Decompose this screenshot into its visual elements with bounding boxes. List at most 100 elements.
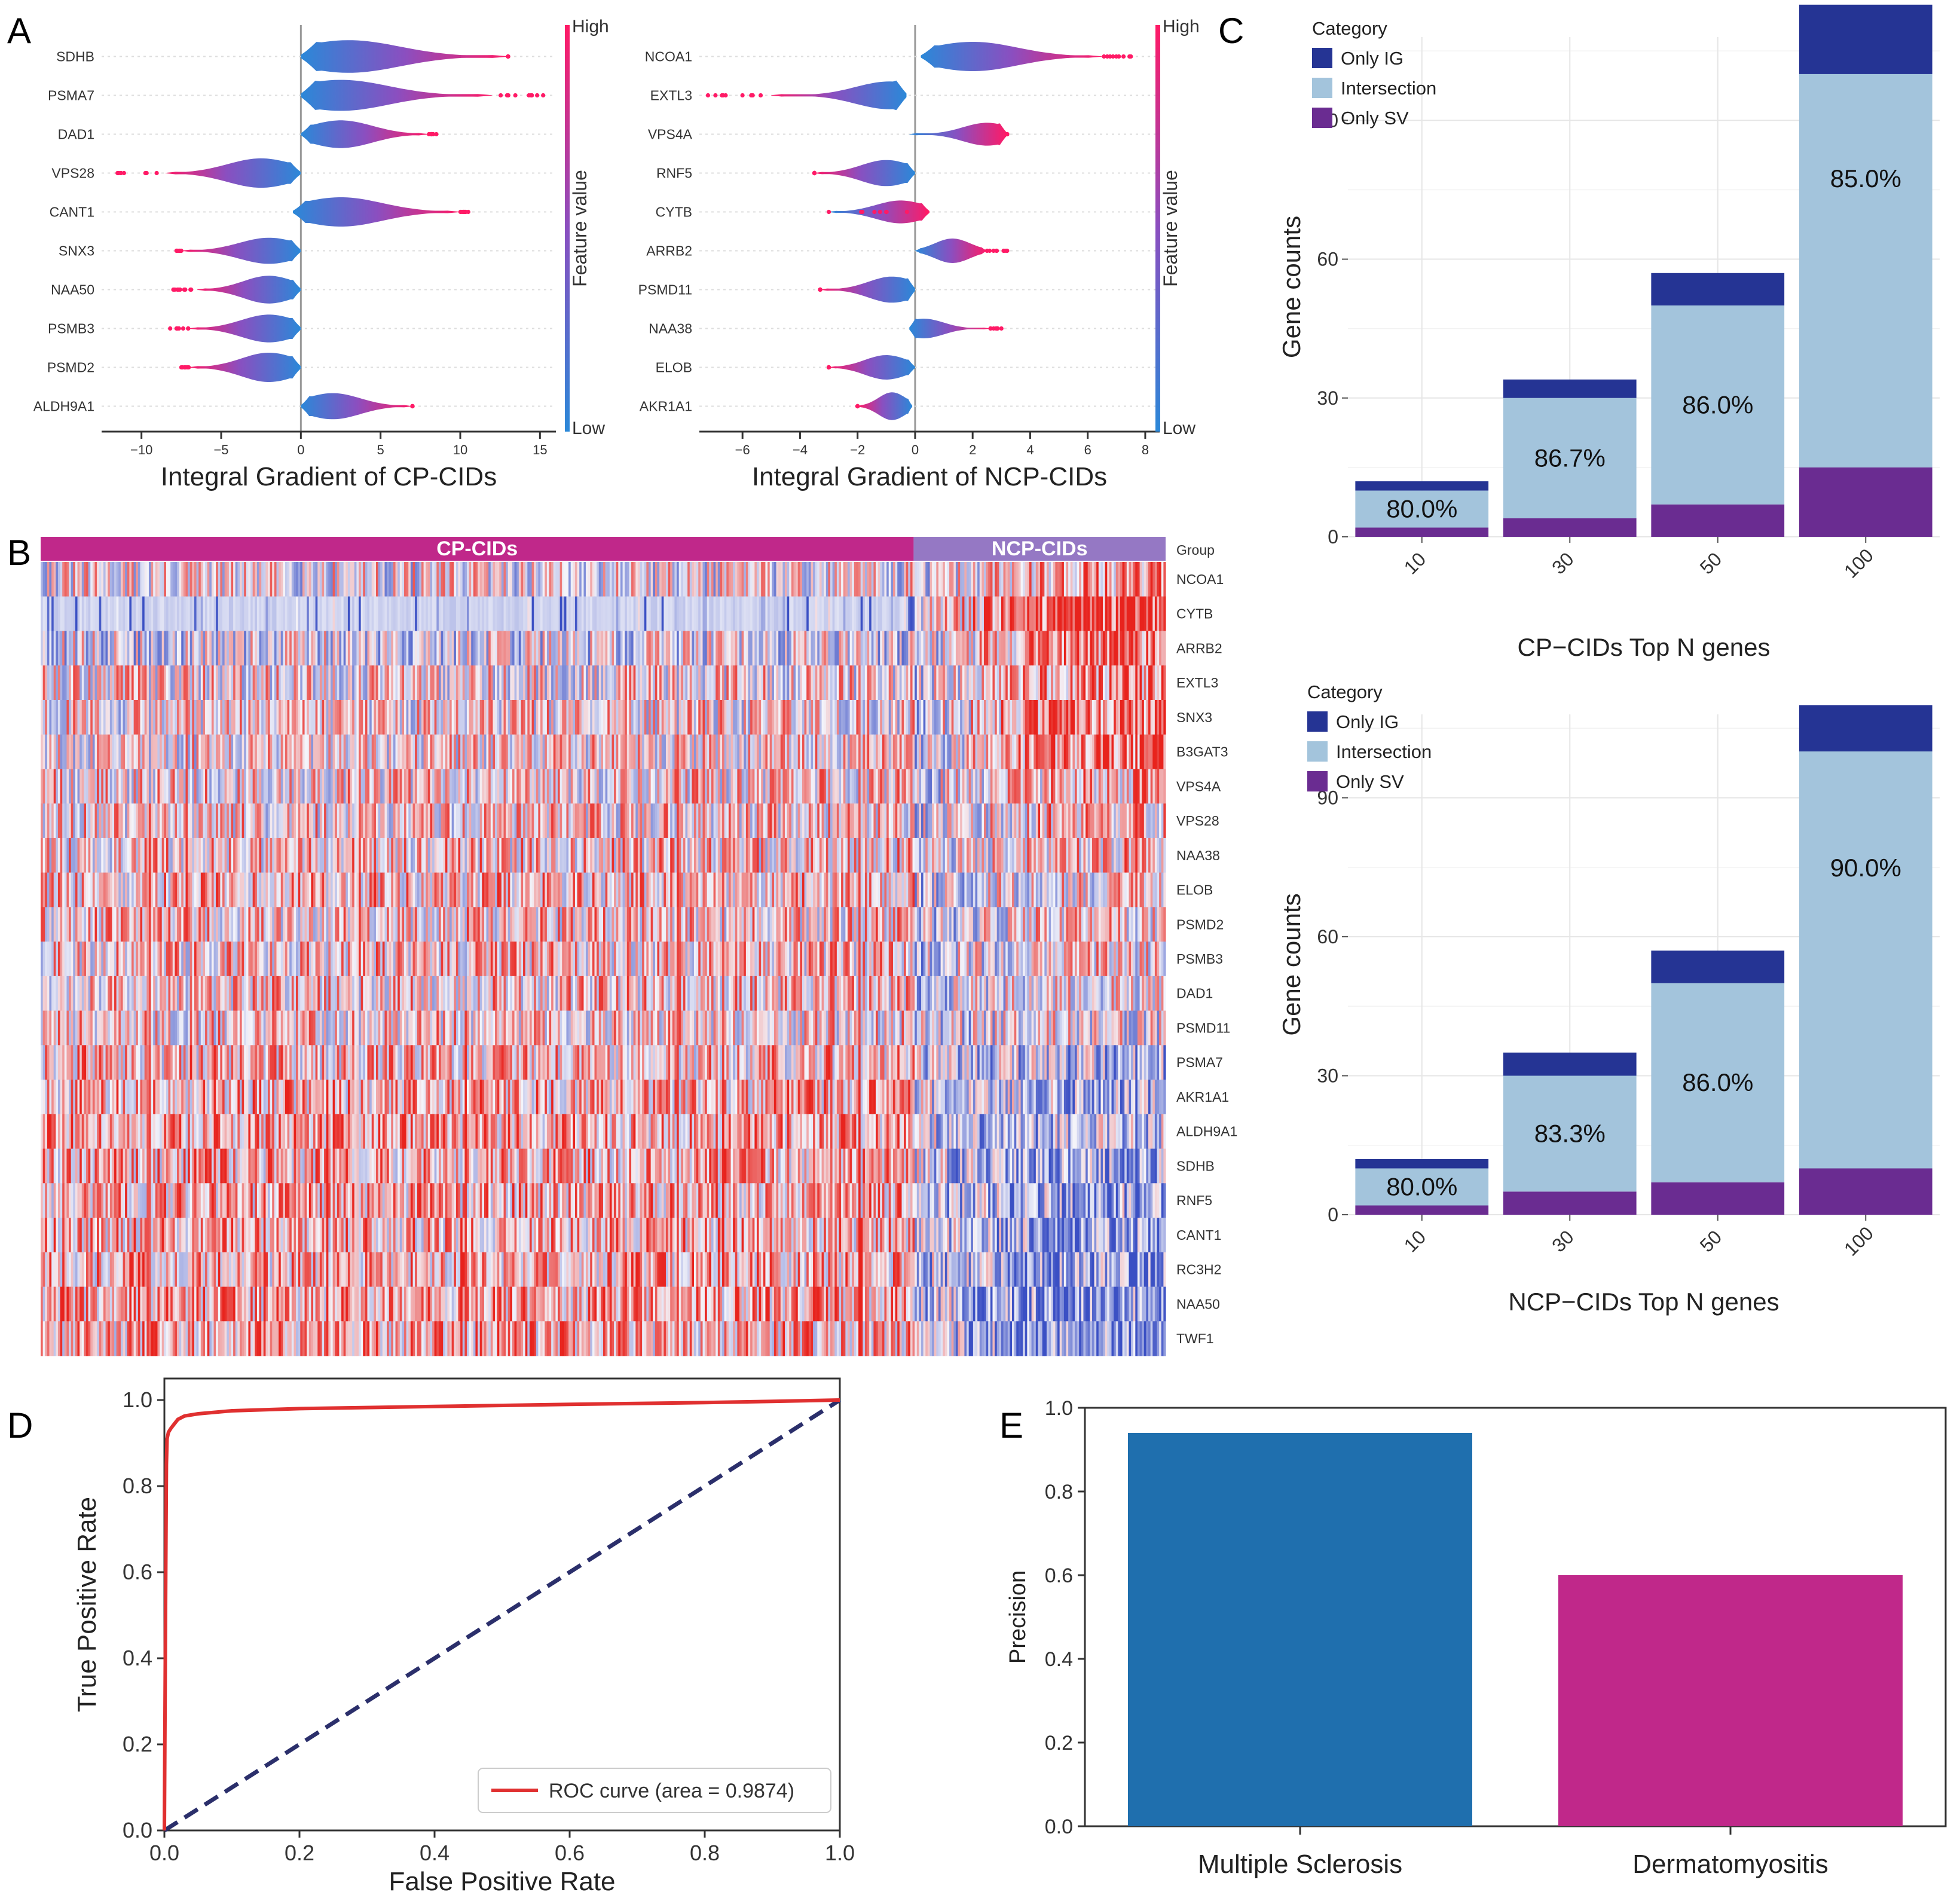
heatmap-cell xyxy=(451,803,454,839)
heatmap-cell xyxy=(995,562,998,597)
heatmap-cell xyxy=(542,734,545,769)
heatmap-cell xyxy=(884,562,887,597)
heatmap-cell xyxy=(332,699,335,735)
heatmap-cell xyxy=(1091,734,1095,769)
heatmap-cell xyxy=(1090,699,1093,735)
heatmap-cell xyxy=(177,769,180,804)
heatmap-cell xyxy=(45,803,48,839)
heatmap-cell xyxy=(551,596,554,631)
outlier-dot xyxy=(506,54,510,59)
heatmap-cell xyxy=(549,803,552,839)
violin-extl3 xyxy=(771,80,907,111)
heatmap-cell xyxy=(546,596,550,631)
heatmap-cell xyxy=(419,562,422,597)
heatmap-cell xyxy=(92,665,96,701)
heatmap-cell xyxy=(443,665,446,701)
heatmap-cell xyxy=(705,665,708,701)
heatmap-cell xyxy=(404,734,407,769)
heatmap-cell xyxy=(224,769,227,804)
heatmap-cell xyxy=(531,596,534,631)
heatmap-cell xyxy=(118,665,121,701)
heatmap-cell xyxy=(821,562,824,597)
heatmap-cell xyxy=(605,699,608,735)
heatmap-cell xyxy=(564,734,567,769)
heatmap-cell xyxy=(426,596,429,631)
heatmap-cell xyxy=(1016,631,1019,666)
heatmap-cell xyxy=(1053,838,1056,873)
heatmap-cell xyxy=(921,699,924,735)
heatmap-cell xyxy=(1048,838,1051,873)
heatmap-cell xyxy=(677,803,680,839)
heatmap-cell xyxy=(279,734,282,769)
heatmap-cell xyxy=(787,562,790,597)
heatmap-cell xyxy=(603,838,606,873)
heatmap-cell xyxy=(393,769,396,804)
heatmap-cell xyxy=(1148,803,1151,839)
heatmap-cell xyxy=(503,631,506,666)
outlier-dot xyxy=(750,93,755,98)
heatmap-cell xyxy=(707,699,710,735)
heatmap-cell xyxy=(308,596,311,631)
heatmap-cell xyxy=(1038,665,1041,701)
heatmap-cell xyxy=(864,803,868,839)
heatmap-cell xyxy=(546,769,550,804)
heatmap-cell xyxy=(458,699,461,735)
heatmap-cell xyxy=(516,734,519,769)
heatmap-cell xyxy=(892,769,896,804)
heatmap-cell xyxy=(759,734,762,769)
heatmap-cell xyxy=(157,769,160,804)
heatmap-cell xyxy=(450,562,452,597)
heatmap-cell xyxy=(817,562,820,597)
heatmap-cell xyxy=(369,803,372,839)
heatmap-cell xyxy=(614,562,617,597)
heatmap-cell xyxy=(484,665,487,701)
heatmap-cell xyxy=(553,734,556,769)
heatmap-cell xyxy=(730,699,733,735)
heatmap-cell xyxy=(1059,699,1062,735)
heatmap-cell xyxy=(670,699,673,735)
heatmap-cell xyxy=(205,769,208,804)
heatmap-cell xyxy=(378,803,381,839)
heatmap-cell xyxy=(84,769,87,804)
heatmap-cell xyxy=(1118,699,1121,735)
heatmap-cell xyxy=(1096,838,1099,873)
heatmap-cell xyxy=(1046,665,1050,701)
heatmap-cell xyxy=(864,734,868,769)
heatmap-cell xyxy=(934,562,937,597)
heatmap-cell xyxy=(940,769,943,804)
heatmap-cell xyxy=(1040,631,1043,666)
heatmap-cell xyxy=(605,562,608,597)
heatmap-cell xyxy=(183,769,186,804)
heatmap-cell xyxy=(745,665,749,701)
heatmap-cell xyxy=(166,596,169,631)
heatmap-cell xyxy=(507,665,510,701)
heatmap-cell xyxy=(289,803,292,839)
heatmap-cell xyxy=(912,631,915,666)
heatmap-cell xyxy=(62,699,65,735)
heatmap-cell xyxy=(1120,665,1123,701)
x-tick-label: −6 xyxy=(735,442,750,457)
heatmap-cell xyxy=(1027,769,1030,804)
heatmap-cell xyxy=(1063,596,1067,631)
heatmap-cell xyxy=(908,665,911,701)
heatmap-cell xyxy=(1154,596,1158,631)
heatmap-cell xyxy=(1129,803,1132,839)
heatmap-cell xyxy=(1087,699,1090,735)
heatmap-cell xyxy=(925,803,928,839)
heatmap-cell xyxy=(127,734,130,769)
heatmap-cell xyxy=(73,596,76,631)
heatmap-cell xyxy=(943,562,946,597)
heatmap-cell xyxy=(804,699,807,735)
heatmap-cell xyxy=(1107,665,1110,701)
heatmap-cell xyxy=(1031,596,1034,631)
heatmap-cell xyxy=(1150,562,1153,597)
heatmap-cell xyxy=(657,596,660,631)
heatmap-cell xyxy=(1148,631,1151,666)
heatmap-cell xyxy=(42,596,45,631)
heatmap-cell xyxy=(200,734,204,769)
outlier-dot xyxy=(758,93,763,98)
heatmap-cell xyxy=(1083,769,1086,804)
heatmap-cell xyxy=(114,734,117,769)
heatmap-cell xyxy=(183,596,186,631)
